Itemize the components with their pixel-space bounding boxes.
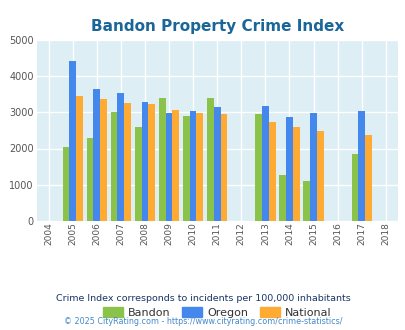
Bar <box>165 113 172 221</box>
Bar <box>292 127 299 221</box>
Legend: Bandon, Oregon, National: Bandon, Oregon, National <box>98 303 335 322</box>
Bar <box>364 135 371 221</box>
Bar <box>268 122 275 221</box>
Bar <box>117 93 124 221</box>
Bar <box>309 113 316 221</box>
Bar <box>100 99 107 221</box>
Bar <box>279 175 286 221</box>
Bar <box>93 89 100 221</box>
Bar <box>303 181 309 221</box>
Bar <box>286 117 292 221</box>
Bar <box>220 114 227 221</box>
Bar <box>124 103 131 221</box>
Bar <box>358 112 364 221</box>
Bar <box>207 98 213 221</box>
Bar <box>141 102 148 221</box>
Bar <box>172 110 179 221</box>
Bar <box>183 116 189 221</box>
Text: Crime Index corresponds to incidents per 100,000 inhabitants: Crime Index corresponds to incidents per… <box>55 294 350 303</box>
Bar <box>76 95 83 221</box>
Bar <box>69 61 76 221</box>
Title: Bandon Property Crime Index: Bandon Property Crime Index <box>90 19 343 34</box>
Bar <box>261 106 268 221</box>
Bar <box>189 111 196 221</box>
Bar <box>351 154 358 221</box>
Bar <box>86 138 93 221</box>
Bar <box>148 104 155 221</box>
Bar <box>255 114 261 221</box>
Bar <box>196 113 203 221</box>
Bar <box>62 147 69 221</box>
Bar <box>158 98 165 221</box>
Bar <box>316 131 323 221</box>
Text: © 2025 CityRating.com - https://www.cityrating.com/crime-statistics/: © 2025 CityRating.com - https://www.city… <box>64 316 341 326</box>
Bar <box>111 112 117 221</box>
Bar <box>134 127 141 221</box>
Bar <box>213 108 220 221</box>
